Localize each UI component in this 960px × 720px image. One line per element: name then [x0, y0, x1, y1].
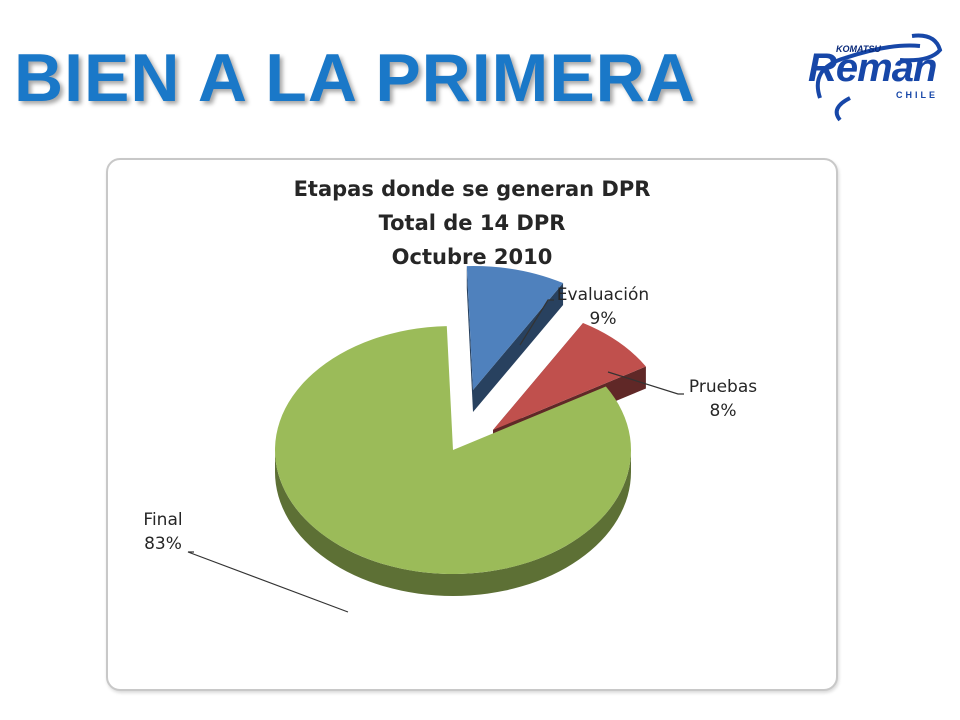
- pie-slice-final: [275, 326, 631, 574]
- leader-line-pruebas: [607, 371, 684, 395]
- slice-label-evaluacion: Evaluación: [557, 285, 649, 305]
- chart-title-line-2: Total de 14 DPR: [378, 211, 566, 235]
- leader-line-final: [187, 551, 349, 613]
- logo-brand-main: Reman: [808, 46, 937, 90]
- slice-value-evaluacion: 9%: [590, 309, 617, 329]
- pie-slice-pruebas: [493, 323, 646, 430]
- slice-value-pruebas: 8%: [710, 401, 737, 421]
- chart-title-line-3: Octubre 2010: [391, 245, 553, 269]
- komatsu-reman-logo: KOMATSU Reman CHILE: [800, 28, 960, 123]
- logo-swirl-icon: [815, 33, 943, 122]
- pie-slice-side-final: [275, 450, 631, 596]
- pie-slice-evaluacion: [466, 266, 564, 390]
- pie-slice-edge-evaluacion: [473, 283, 564, 412]
- logo-brand-sub: CHILE: [896, 90, 938, 100]
- leader-line-evaluacion: [519, 299, 554, 346]
- pie-chart: Evaluación 9% Pruebas 8% Final 83%: [143, 266, 757, 613]
- slide-title: BIEN A LA PRIMERA: [14, 40, 696, 116]
- slice-label-pruebas: Pruebas: [689, 377, 757, 397]
- slice-value-final: 83%: [144, 534, 182, 554]
- chart-frame: Etapas donde se generan DPR Total de 14 …: [106, 158, 838, 691]
- logo-brand-small: KOMATSU: [836, 44, 881, 54]
- slice-label-final: Final: [143, 510, 182, 530]
- chart-title-line-1: Etapas donde se generan DPR: [293, 177, 651, 201]
- pie-slice-edge-evaluacion: [466, 266, 473, 412]
